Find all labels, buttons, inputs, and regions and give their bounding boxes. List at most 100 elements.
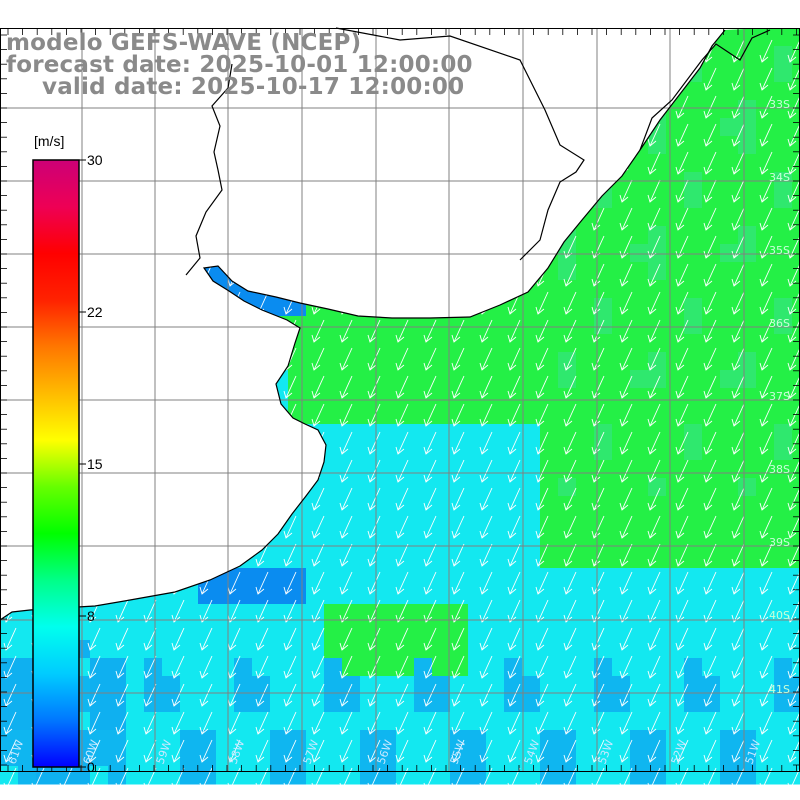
wind-arrow-head [703,670,713,679]
wind-arrow-head [367,726,377,735]
wind-arrow-head [591,726,601,735]
field-cell [522,280,541,299]
field-cell [198,280,217,299]
wind-arrow-head [759,670,769,679]
field-cell [522,532,541,551]
wind-arrow [117,431,129,455]
wind-arrow [705,711,717,735]
wind-arrow [397,431,409,455]
field-cell [576,658,595,677]
field-cell [540,154,559,173]
wind-arrow-head [87,110,97,119]
field-cell [558,550,577,569]
colorbar-label-22: 22 [87,304,103,320]
field-cell [792,64,800,83]
field-cell [414,298,433,317]
field-cell [216,298,235,317]
wind-arrow-head [339,642,349,651]
wind-arrow-head [507,614,517,623]
field-cell [612,730,631,749]
wind-arrow [649,319,661,343]
field-cell [234,316,253,335]
field-cell [0,262,19,281]
field-cell [306,226,325,245]
field-cell [0,334,19,353]
wind-arrow-head [451,138,461,147]
wind-arrow-head [451,642,461,651]
wind-arrow-head [563,110,573,119]
wind-arrow-head [367,306,377,315]
wind-arrow-head [619,642,629,651]
field-cell [180,154,199,173]
field-cell [522,496,541,515]
field-cell [504,748,523,767]
field-cell [72,100,91,119]
field-cell [198,622,217,641]
wind-arrow-head [87,726,97,735]
field-cell [702,442,721,461]
wind-arrow-head [115,586,125,595]
field-cell [774,442,793,461]
wind-arrow [761,263,773,287]
wind-arrow-head [115,194,125,203]
field-cell [216,514,235,533]
field-cell [288,190,307,209]
wind-arrow-head [423,138,433,147]
field-cell [432,622,451,641]
wind-arrow-head [87,614,97,623]
field-cell [324,532,343,551]
field-cell [630,100,649,119]
wind-arrow-head [507,138,517,147]
field-cell [720,658,739,677]
wind-arrow-head [171,642,181,651]
field-cell [648,460,667,479]
field-cell [432,316,451,335]
wind-arrow-head [115,222,125,231]
field-cell [774,334,793,353]
wind-arrow-head [787,138,797,147]
field-cell [162,640,181,659]
field-cell [378,442,397,461]
field-cell [738,748,757,767]
field-cell [216,208,235,227]
field-cell [738,64,757,83]
wind-arrow-head [479,614,489,623]
field-cell [396,118,415,137]
wind-arrow-head [339,278,349,287]
field-cell [126,100,145,119]
field-cell [378,352,397,371]
field-cell [288,442,307,461]
wind-arrow-head [647,446,657,455]
field-cell [540,280,559,299]
wind-arrow [173,207,185,231]
field-cell [288,136,307,155]
wind-arrow [649,263,661,287]
wind-arrow [621,739,633,763]
wind-arrow-head [479,670,489,679]
field-cell [108,532,127,551]
field-cell [702,550,721,569]
wind-arrow [789,487,800,511]
field-cell [126,658,145,677]
wind-arrow-head [675,754,685,763]
wind-arrow-head [255,698,265,707]
wind-arrow-head [535,54,545,63]
wind-arrow-head [451,782,461,791]
wind-arrow [201,431,213,455]
field-cell [216,604,235,623]
wind-arrow [649,739,661,763]
field-cell [774,46,793,65]
field-cell [216,568,235,587]
wind-arrow [425,291,437,315]
wind-arrow-head [451,530,461,539]
wind-arrow [481,347,493,371]
field-cell [468,388,487,407]
field-cell [576,460,595,479]
field-cell [720,370,739,389]
field-cell [792,568,800,587]
field-cell [234,460,253,479]
field-cell [18,712,37,731]
field-cell [486,244,505,263]
wind-arrow-head [3,110,13,119]
field-cell [162,118,181,137]
